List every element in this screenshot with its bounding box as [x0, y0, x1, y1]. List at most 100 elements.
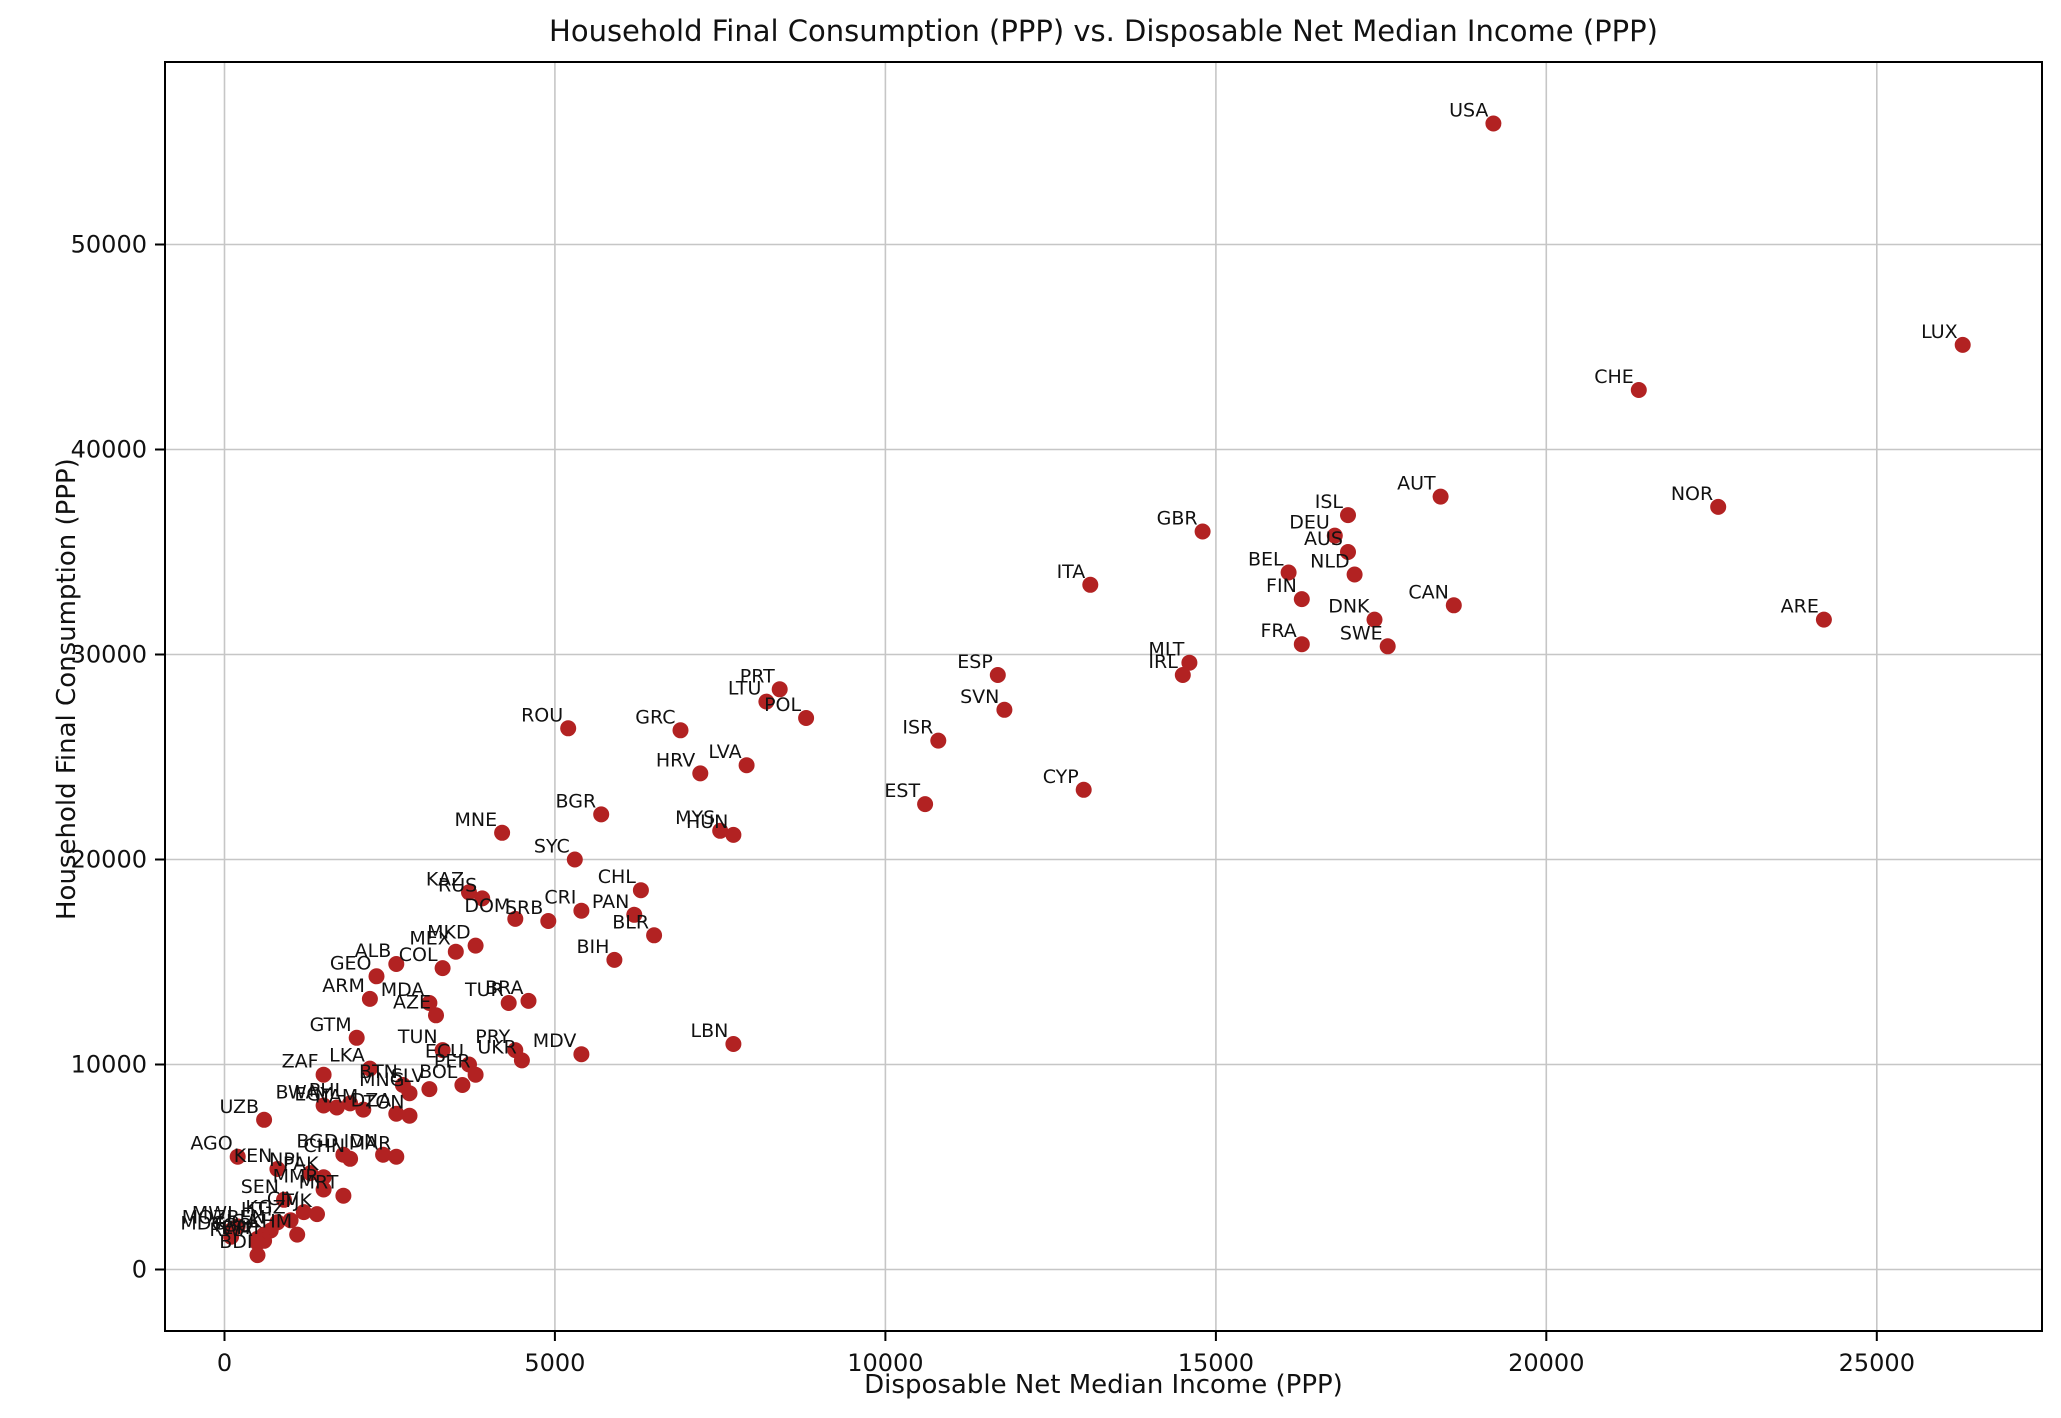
x-tick-label: 5000 [524, 1349, 585, 1377]
data-point [507, 910, 524, 927]
x-axis-label: Disposable Net Median Income (PPP) [864, 1370, 1343, 1400]
data-point [1954, 336, 1971, 353]
y-tick-label: 10000 [71, 1051, 147, 1079]
data-point [1346, 566, 1363, 583]
point-label: HTI [241, 1198, 273, 1220]
point-label: CIV [267, 1188, 299, 1210]
point-label: AUS [1304, 528, 1343, 550]
data-point [401, 1107, 418, 1124]
data-point [771, 681, 788, 698]
point-label: KAZ [426, 868, 464, 890]
point-label: GTM [310, 1014, 352, 1036]
data-point [1445, 597, 1462, 614]
point-label: IDN [344, 1131, 378, 1153]
data-point [229, 1148, 246, 1165]
point-label: MDA [381, 979, 425, 1001]
data-point [342, 1095, 359, 1112]
x-tick-label: 10000 [847, 1349, 923, 1377]
data-point [1340, 544, 1356, 560]
point-label: HUN [686, 811, 728, 833]
data-point [467, 937, 484, 954]
data-point [1815, 611, 1832, 628]
y-tick-label: 40000 [71, 436, 147, 464]
data-point [593, 806, 610, 823]
data-point [401, 1085, 418, 1102]
point-label: ARE [1781, 596, 1819, 618]
data-point [513, 1052, 530, 1069]
data-point [348, 1029, 365, 1046]
plot-border [164, 61, 2043, 1332]
point-label: AUT [1397, 473, 1436, 495]
point-label: TON [363, 1092, 405, 1114]
point-label: BOL [419, 1061, 458, 1083]
point-label: MNG [359, 1069, 404, 1091]
data-point [1326, 527, 1343, 544]
data-point [672, 722, 689, 739]
data-point [917, 796, 934, 813]
data-point [738, 757, 755, 774]
point-label: FRA [1260, 620, 1296, 642]
data-point [256, 1111, 273, 1128]
chart-title: Household Final Consumption (PPP) vs. Di… [549, 14, 1658, 48]
point-label: HRV [656, 749, 695, 771]
data-point [930, 732, 947, 749]
point-label: ITA [1057, 561, 1086, 583]
data-point [798, 710, 815, 726]
data-point [223, 1228, 240, 1245]
point-label: USA [1449, 100, 1488, 122]
data-point [388, 1105, 405, 1122]
point-label: GRC [635, 706, 675, 728]
y-tick-label: 0 [132, 1256, 147, 1284]
data-point [335, 1187, 352, 1204]
data-point [494, 824, 511, 841]
point-label: MAR [349, 1133, 392, 1155]
point-label: IRL [1148, 651, 1178, 673]
point-label: ZAF [282, 1051, 319, 1073]
point-label: PRY [475, 1026, 510, 1048]
data-point [573, 902, 590, 919]
data-point [1379, 638, 1396, 655]
point-label: LBN [691, 1020, 729, 1042]
data-point [1293, 591, 1310, 608]
data-point [1340, 507, 1356, 524]
data-point [1174, 667, 1191, 683]
point-label: BLR [612, 911, 649, 933]
point-label: PHL [309, 1079, 346, 1101]
point-label: BEL [1248, 549, 1284, 571]
point-label: GBR [1157, 508, 1198, 530]
data-point [315, 1169, 332, 1186]
point-label: LKA [329, 1045, 365, 1067]
point-label: TJK [281, 1190, 312, 1212]
point-label: NOR [1671, 483, 1713, 505]
point-label: BEN [226, 1207, 265, 1229]
point-label: MYS [675, 807, 715, 829]
data-point [309, 1206, 325, 1223]
point-label: CHN [303, 1135, 345, 1157]
data-point [989, 667, 1006, 683]
data-point [1075, 781, 1092, 798]
point-label: TUN [397, 1026, 438, 1048]
point-label: DZA [351, 1090, 392, 1112]
data-point [361, 990, 378, 1007]
point-label: KHM [249, 1211, 292, 1233]
point-label: BIH [576, 936, 609, 958]
x-tick-label: 25000 [1839, 1349, 1915, 1377]
point-label: MOZ [182, 1207, 226, 1229]
point-label: MNE [454, 809, 497, 831]
point-label: KGZ [245, 1196, 285, 1218]
data-point [355, 1101, 372, 1118]
point-label: CHL [598, 866, 637, 888]
point-label: PAK [283, 1153, 319, 1175]
data-point [276, 1191, 292, 1208]
data-point [725, 1036, 742, 1052]
data-point [388, 1148, 405, 1165]
point-label: UKR [477, 1036, 517, 1058]
data-point [467, 1066, 484, 1083]
x-tick-label: 20000 [1508, 1349, 1584, 1377]
data-point [315, 1066, 332, 1083]
data-point [342, 1150, 359, 1167]
point-label: SLV [391, 1065, 425, 1087]
point-label: BWA [275, 1082, 318, 1104]
data-point [454, 1077, 471, 1093]
